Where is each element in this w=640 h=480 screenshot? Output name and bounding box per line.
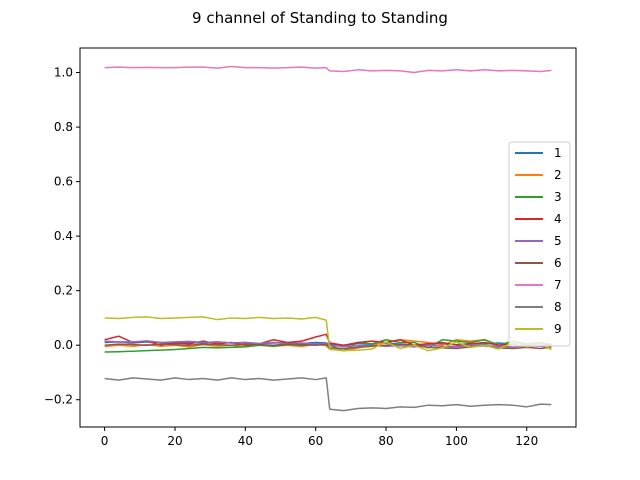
legend-label-6: 6 [554, 256, 562, 270]
plot-frame [79, 47, 577, 428]
legend-label-1: 1 [554, 146, 562, 160]
legend-label-8: 8 [554, 300, 562, 314]
x-tick-label: 20 [167, 434, 182, 448]
legend: 1 2 3 4 5 6 7 8 9 [508, 141, 571, 347]
legend-label-7: 7 [554, 278, 562, 292]
series-lines [104, 65, 552, 412]
x-tick-label: 100 [445, 434, 468, 448]
legend-label-5: 5 [554, 234, 562, 248]
y-tick-label: −0.2 [44, 393, 73, 407]
x-tick-label: 40 [238, 434, 253, 448]
legend-box [508, 141, 571, 347]
x-tick-label: 0 [101, 434, 109, 448]
y-tick-label: 0.6 [54, 175, 73, 189]
x-tick-label: 120 [515, 434, 538, 448]
series-line-9 [104, 316, 552, 352]
legend-label-2: 2 [554, 168, 562, 182]
y-tick-label: 0.4 [54, 229, 73, 243]
legend-label-4: 4 [554, 212, 562, 226]
legend-label-9: 9 [554, 322, 562, 336]
x-axis: 0 20 40 60 80 100 120 [101, 427, 538, 448]
y-axis: 1.0 0.8 0.6 0.4 0.2 0.0 −0.2 [44, 66, 80, 407]
series-line-5 [104, 340, 552, 348]
y-tick-label: 1.0 [54, 66, 73, 80]
x-tick-label: 60 [308, 434, 323, 448]
y-tick-label: 0.8 [54, 120, 73, 134]
y-tick-label: 0.0 [54, 338, 73, 352]
chart-title: 9 channel of Standing to Standing [192, 9, 448, 27]
y-tick-label: 0.2 [54, 284, 73, 298]
series-line-8 [104, 377, 552, 412]
x-tick-label: 80 [378, 434, 393, 448]
legend-label-3: 3 [554, 190, 562, 204]
series-line-7 [104, 65, 552, 74]
